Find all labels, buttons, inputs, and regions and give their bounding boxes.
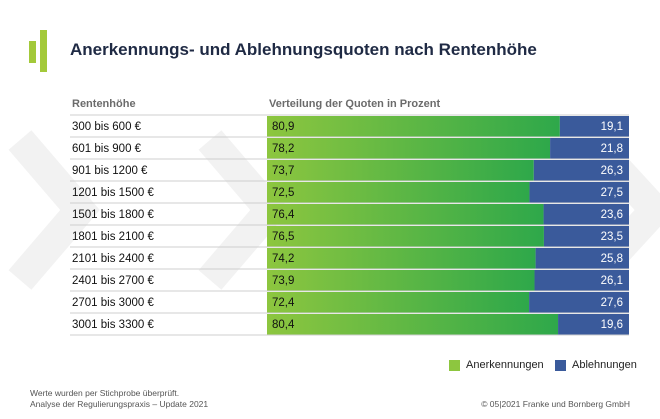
- value-label-anerkennungen: 76,5: [272, 231, 294, 243]
- value-label-ablehnungen: 23,5: [601, 231, 623, 243]
- value-label-ablehnungen: 19,1: [601, 121, 623, 133]
- footer-note-line1: Werte wurden per Stichprobe überprüft.: [30, 388, 180, 398]
- bar-anerkennungen: [267, 182, 530, 203]
- bar-anerkennungen: [267, 160, 534, 181]
- bar-anerkennungen: [267, 292, 530, 313]
- legend-swatch-green: [449, 359, 460, 371]
- value-label-anerkennungen: 76,4: [272, 209, 295, 221]
- value-label-anerkennungen: 72,5: [272, 187, 294, 199]
- bar-ablehnungen: [535, 248, 629, 269]
- bar-ablehnungen: [558, 314, 629, 335]
- value-label-anerkennungen: 80,4: [272, 319, 295, 331]
- category-label: 1801 bis 2100 €: [72, 231, 154, 243]
- value-label-anerkennungen: 72,4: [272, 297, 295, 309]
- category-label: 901 bis 1200 €: [72, 165, 148, 177]
- bar-ablehnungen: [559, 116, 629, 137]
- bar-anerkennungen: [267, 226, 544, 247]
- bar-ablehnungen: [543, 226, 629, 247]
- column-header-distribution: Verteilung der Quoten in Prozent: [269, 98, 441, 110]
- category-label: 601 bis 900 €: [72, 143, 142, 155]
- value-label-anerkennungen: 78,2: [272, 143, 294, 155]
- value-label-ablehnungen: 27,5: [601, 187, 623, 199]
- value-label-anerkennungen: 80,9: [272, 121, 294, 133]
- category-label: 1201 bis 1500 €: [72, 187, 154, 199]
- bar-ablehnungen: [533, 160, 629, 181]
- legend-label-ablehnungen: Ablehnungen: [572, 359, 637, 371]
- category-label: 2101 bis 2400 €: [72, 253, 154, 265]
- value-label-ablehnungen: 26,1: [601, 275, 623, 287]
- bar-anerkennungen: [267, 314, 559, 335]
- bar-ablehnungen: [550, 138, 629, 159]
- bar-ablehnungen: [529, 292, 629, 313]
- logo-bar-tall: [40, 30, 47, 72]
- category-label: 300 bis 600 €: [72, 121, 142, 133]
- footer-copyright: © 05|2021 Franke und Bornberg GmbH: [481, 399, 630, 409]
- chart-title: Anerkennungs- und Ablehnungsquoten nach …: [70, 40, 537, 59]
- category-label: 1501 bis 1800 €: [72, 209, 154, 221]
- bar-anerkennungen: [267, 138, 551, 159]
- legend-label-anerkennungen: Anerkennungen: [466, 359, 544, 371]
- value-label-ablehnungen: 21,8: [601, 143, 623, 155]
- footer-note-line2: Analyse der Regulierungspraxis – Update …: [30, 399, 209, 409]
- value-label-ablehnungen: 26,3: [601, 165, 623, 177]
- logo-bars-icon: [29, 30, 47, 72]
- value-label-ablehnungen: 27,6: [601, 297, 623, 309]
- bar-anerkennungen: [267, 248, 536, 269]
- bar-ablehnungen: [534, 270, 629, 291]
- value-label-ablehnungen: 19,6: [601, 319, 623, 331]
- bar-ablehnungen: [543, 204, 629, 225]
- category-label: 2701 bis 3000 €: [72, 297, 154, 309]
- category-label: 2401 bis 2700 €: [72, 275, 154, 287]
- value-label-anerkennungen: 73,9: [272, 275, 294, 287]
- category-label: 3001 bis 3300 €: [72, 319, 154, 331]
- legend-item-anerkennungen: Anerkennungen: [449, 359, 544, 371]
- bar-ablehnungen: [529, 182, 629, 203]
- legend-swatch-blue: [555, 359, 566, 371]
- value-label-ablehnungen: 25,8: [601, 253, 623, 265]
- value-label-anerkennungen: 74,2: [272, 253, 294, 265]
- value-label-ablehnungen: 23,6: [601, 209, 623, 221]
- legend-item-ablehnungen: Ablehnungen: [555, 359, 637, 371]
- bar-anerkennungen: [267, 116, 560, 137]
- value-label-anerkennungen: 73,7: [272, 165, 294, 177]
- bar-anerkennungen: [267, 204, 544, 225]
- logo-bar-short: [29, 41, 36, 63]
- column-header-category: Rentenhöhe: [72, 98, 136, 110]
- bar-anerkennungen: [267, 270, 535, 291]
